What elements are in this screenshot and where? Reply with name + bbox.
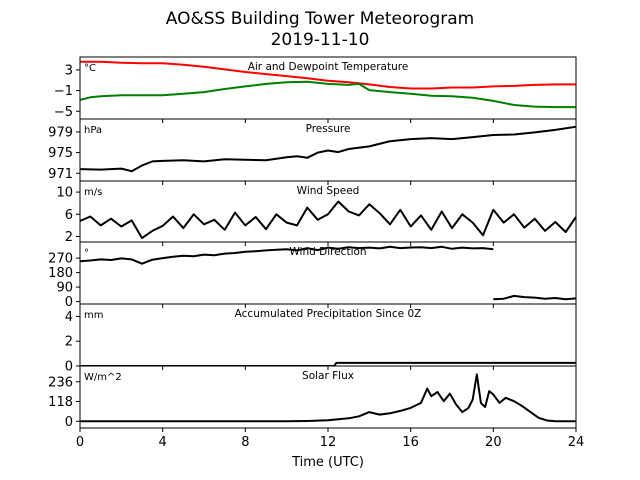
panel-1: 971 975 979 Pressure hPa [48, 118, 577, 185]
panel-5: 0 118 236 Solar Flux W/m^2 [48, 365, 577, 432]
panel-4-ytick-label: 0 [65, 360, 73, 375]
panel-5-ytick-label: 236 [48, 375, 73, 390]
panel-1-ytick-label: 971 [48, 167, 73, 182]
panel-0-unit: °C [84, 63, 96, 74]
panel-1-title: Pressure [306, 123, 351, 135]
chart-title-line-1: AO&SS Building Tower Meteorogram [166, 9, 474, 29]
x-axis-label: Time (UTC) [291, 455, 364, 470]
panel-0-title: Air and Dewpoint Temperature [248, 61, 409, 73]
panel-2: 2 6 10 Wind Speed m/s [56, 180, 577, 246]
panel-4-ytick-label: 2 [65, 335, 73, 350]
panel-4-series-0 [80, 361, 576, 366]
panel-1-ytick-label: 975 [48, 146, 73, 161]
x-tick-label: 16 [402, 435, 419, 450]
panel-0-ytick-label: 3 [65, 63, 73, 78]
panel-5-ytick-label: 0 [65, 415, 73, 430]
panel-0: 3 −1 −5 Air and Dewpoint Temperature °C [54, 56, 577, 123]
panel-3-ytick-label: 0 [65, 295, 73, 310]
panel-1-unit: hPa [84, 125, 102, 136]
panel-1-series-0 [80, 125, 576, 173]
panel-5-ytick-label: 118 [48, 395, 73, 410]
panel-0-ytick-label: −1 [54, 84, 73, 99]
panel-3-series-0 [80, 245, 494, 265]
panel-3-ytick-label: 270 [48, 252, 73, 267]
x-tick-label: 12 [320, 435, 337, 450]
panel-2-title: Wind Speed [297, 185, 360, 197]
panel-5-unit: W/m^2 [84, 372, 122, 383]
panel-3-series-1 [493, 294, 576, 301]
panel-1-ytick-label: 979 [48, 125, 73, 140]
x-tick-label: 24 [568, 435, 585, 450]
panel-0-series-1 [80, 80, 576, 109]
chart-title-line-2: 2019-11-10 [271, 30, 370, 50]
panel-2-unit: m/s [84, 187, 102, 198]
panel-3-ytick-label: 90 [56, 281, 73, 296]
panel-2-ytick-label: 10 [56, 186, 73, 201]
panel-3-unit: ° [84, 248, 89, 259]
panel-2-ytick-label: 2 [65, 230, 73, 245]
x-tick-label: 8 [241, 435, 249, 450]
panel-5-title: Solar Flux [302, 370, 354, 382]
panel-2-series-0 [80, 200, 576, 240]
x-axis: 0 4 8 12 16 20 24 [76, 435, 584, 450]
x-tick-label: 0 [76, 435, 84, 450]
x-tick-label: 20 [485, 435, 502, 450]
panel-3-title: Wind Direction [289, 246, 366, 258]
panel-4-title: Accumulated Precipitation Since 0Z [235, 308, 422, 320]
panel-5-series-0 [80, 373, 576, 423]
x-tick-label: 4 [159, 435, 167, 450]
panel-3-ytick-label: 180 [48, 266, 73, 281]
panel-4: 0 2 4 Accumulated Precipitation Since 0Z mm [65, 303, 577, 375]
panel-4-ytick-label: 4 [65, 310, 73, 325]
panel-2-ytick-label: 6 [65, 208, 73, 223]
panel-0-series-0 [80, 60, 576, 90]
panel-4-unit: mm [84, 310, 103, 321]
panel-0-ytick-label: −5 [54, 105, 73, 120]
